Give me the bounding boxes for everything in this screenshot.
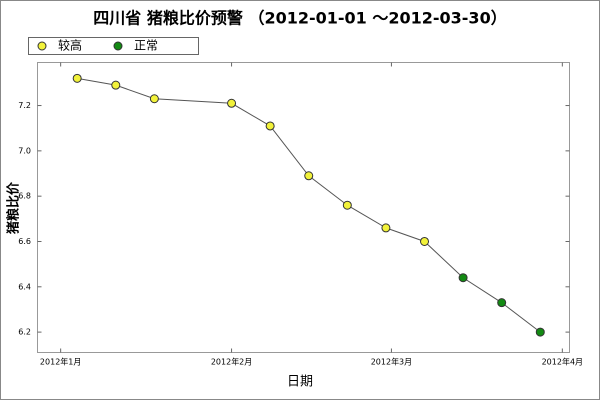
x-tick-label: 2012年4月 — [542, 357, 583, 367]
plot-area — [37, 62, 570, 353]
point — [265, 121, 275, 131]
point — [497, 298, 507, 308]
line — [77, 77, 541, 333]
y-tick-label: 7.2 — [18, 101, 31, 110]
x-tick-label: 2012年1月 — [40, 357, 81, 367]
point — [72, 73, 82, 83]
legend-label: 正常 — [134, 39, 158, 53]
point — [420, 236, 430, 246]
y-tick-label: 6.6 — [18, 237, 31, 246]
point — [227, 98, 237, 108]
point — [149, 94, 159, 104]
x-tick-label: 2012年2月 — [211, 357, 252, 367]
point — [304, 171, 314, 181]
y-tick-label: 6.8 — [18, 192, 31, 201]
point — [458, 273, 468, 283]
legend-marker — [113, 41, 123, 51]
x-axis-label: 日期 — [287, 375, 313, 390]
point — [535, 327, 545, 337]
chart-title: 四川省 猪粮比价预警 （2012-01-01 ～2012-03-30） — [93, 9, 506, 28]
x-tick-label: 2012年3月 — [371, 357, 412, 367]
legend-marker — [37, 41, 47, 51]
y-tick-label: 6.2 — [18, 328, 31, 337]
y-tick-label: 6.4 — [18, 282, 31, 291]
point — [381, 223, 391, 233]
legend-label: 较高 — [58, 38, 82, 53]
point — [342, 200, 352, 210]
point — [111, 80, 121, 90]
y-axis-label: 猪粮比价 — [6, 181, 22, 235]
y-tick-label: 7.0 — [18, 146, 31, 155]
